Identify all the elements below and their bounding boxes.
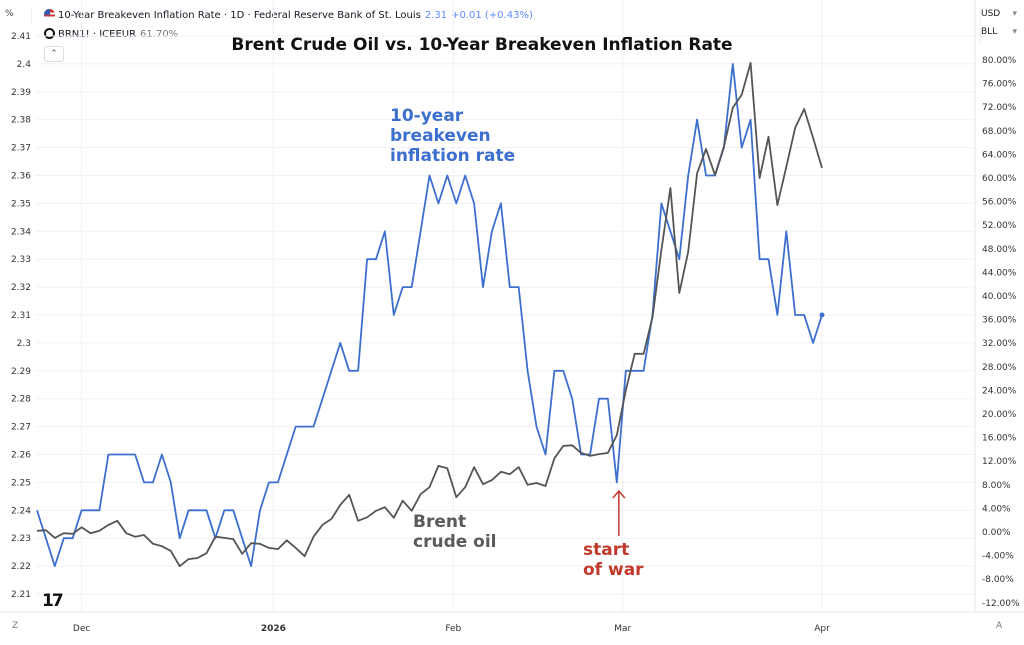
chevron-down-icon: ▾ [1012,9,1017,19]
left-axis-tick-label: 2.3 [17,339,31,349]
right-axis-tick-label: 4.00% [982,504,1011,514]
x-axis-tick-label: Mar [614,624,631,634]
right-axis-tick-label: 44.00% [982,268,1017,278]
right-axis-tick-label: 52.00% [982,221,1017,231]
currency-select[interactable]: USD ▾ [980,9,1019,25]
left-axis-tick-label: 2.27 [11,423,31,433]
main-series-value: 2.31 [424,10,448,21]
right-axis-tick-label: 72.00% [982,103,1017,113]
left-axis-tick-label: 2.32 [11,283,31,293]
breakeven-last-point [819,312,825,318]
left-axis-tick-label: 2.41 [11,32,31,42]
us-flag-icon [44,9,55,20]
left-axis-tick-label: 2.38 [11,116,31,126]
tradingview-logo[interactable]: 17 [42,591,64,611]
x-axis-tick-label: Dec [73,624,90,634]
left-axis-tick-label: 2.22 [11,562,31,572]
x-axis-tick-label: Feb [445,624,461,634]
right-axis-tick-label: 28.00% [982,363,1017,373]
left-axis-tick-label: 2.37 [11,144,31,154]
left-axis-tick-label: 2.28 [11,395,31,405]
chart-title: Brent Crude Oil vs. 10-Year Breakeven In… [231,35,733,55]
compare-series-label: BRN1! · ICEEUR [58,29,137,40]
left-axis-tick-label: 2.29 [11,367,31,377]
brent-line [36,62,823,568]
right-axis-tick-label: 36.00% [982,316,1017,326]
compare-series-legend[interactable]: BRN1! · ICEEUR 61.70% [44,28,178,40]
currency-label: USD [981,9,1001,19]
left-axis-tick-label: 2.26 [11,451,31,461]
left-axis-tick-label: 2.25 [11,478,31,488]
compare-series-value: 61.70% [140,29,179,40]
left-axis-unit: % [5,9,32,23]
right-axis-tick-label: 20.00% [982,410,1017,420]
left-axis-tick-label: 2.35 [11,199,31,209]
war-arrow-head-icon [612,489,626,499]
x-axis-tick-label: 2026 [261,624,286,634]
right-axis-tick-label: 8.00% [982,481,1011,491]
war-annotation: start of war [583,540,644,580]
right-axis-tick-label: -8.00% [982,575,1014,585]
right-axis-tick-label: 40.00% [982,292,1017,302]
left-axis-tick-label: 2.39 [11,88,31,98]
timezone-button[interactable]: Z [12,621,19,631]
brent-annotation: Brent crude oil [413,512,497,552]
right-axis-tick-label: 12.00% [982,457,1017,467]
right-axis-tick-label: 32.00% [982,339,1017,349]
right-axis-tick-label: 48.00% [982,245,1017,255]
main-series-label: 10-Year Breakeven Inflation Rate · 1D · … [58,10,421,21]
collapse-legend-button[interactable]: ⌃ [44,46,64,62]
left-axis-tick-label: 2.23 [11,534,31,544]
right-axis-tick-label: -4.00% [982,552,1014,562]
left-axis-tick-label: 2.36 [11,172,31,182]
right-axis-tick-label: 64.00% [982,150,1017,160]
unit-label: BLL [981,27,998,37]
right-axis-tick-label: 76.00% [982,80,1017,90]
left-axis-tick-label: 2.4 [17,60,32,70]
right-axis-tick-label: 16.00% [982,434,1017,444]
left-axis-tick-label: 2.31 [11,311,31,321]
left-axis-tick-label: 2.24 [11,506,31,516]
unit-select[interactable]: BLL ▾ [980,27,1019,43]
left-axis-tick-label: 2.33 [11,255,31,265]
right-axis-tick-label: -12.00% [982,599,1020,609]
right-axis-tick-label: 68.00% [982,127,1017,137]
left-axis-tick-label: 2.21 [11,590,31,600]
right-axis-tick-label: 80.00% [982,56,1017,66]
right-axis-tick-label: 60.00% [982,174,1017,184]
x-axis-tick-label: Apr [814,624,830,634]
right-axis-tick-label: 56.00% [982,198,1017,208]
right-axis-tick-label: 0.00% [982,528,1011,538]
auto-scale-button[interactable]: A [996,621,1003,631]
left-axis-tick-label: 2.34 [11,227,31,237]
right-axis-tick-label: 24.00% [982,386,1017,396]
ring-icon [44,28,55,39]
breakeven-annotation: 10-year breakeven inflation rate [390,106,516,166]
chevron-up-icon: ⌃ [50,49,58,59]
main-series-change: +0.01 (+0.43%) [451,10,533,21]
main-series-legend[interactable]: 10-Year Breakeven Inflation Rate · 1D · … [44,9,533,21]
chevron-down-icon: ▾ [1012,27,1017,37]
